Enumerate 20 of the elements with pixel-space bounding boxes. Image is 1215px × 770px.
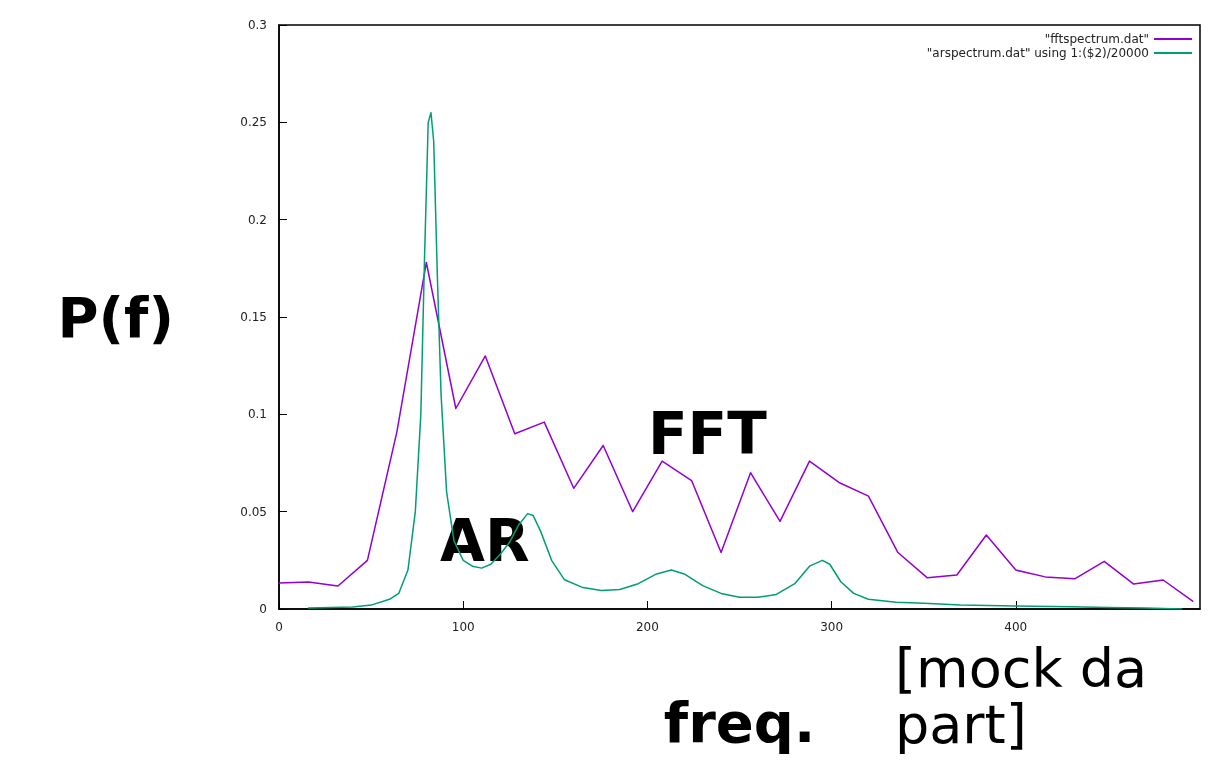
y-tick-label: 0.2 xyxy=(247,212,267,227)
y-tick-label: 0.15 xyxy=(240,310,267,324)
y-tick-label: 0.3 xyxy=(247,18,267,32)
y-tick-label: 0.1 xyxy=(247,407,267,422)
x-tick-label: 300 xyxy=(820,620,844,634)
y-tick-label: 0 xyxy=(259,602,267,616)
y-tick-label: 0.25 xyxy=(240,115,267,130)
x-tick-label: 400 xyxy=(1004,620,1028,634)
x-tick-label: 0 xyxy=(275,620,283,634)
x-tick-label: 100 xyxy=(451,620,475,634)
x-tick-label: 200 xyxy=(635,620,659,634)
text: [mock da part] xyxy=(895,636,1148,756)
line-series xyxy=(278,261,1194,602)
legend-label: "fftspectrum.dat" xyxy=(1044,32,1149,46)
annotation: FFT xyxy=(648,400,768,468)
x-axis-title: freq. xyxy=(663,689,816,755)
y-tick-label: 0.05 xyxy=(240,504,267,519)
y-axis-title: P(f) xyxy=(57,284,174,350)
line-series xyxy=(307,111,1183,610)
legend-label: "arspectrum.dat" using 1:($2)/20000 xyxy=(926,46,1149,60)
